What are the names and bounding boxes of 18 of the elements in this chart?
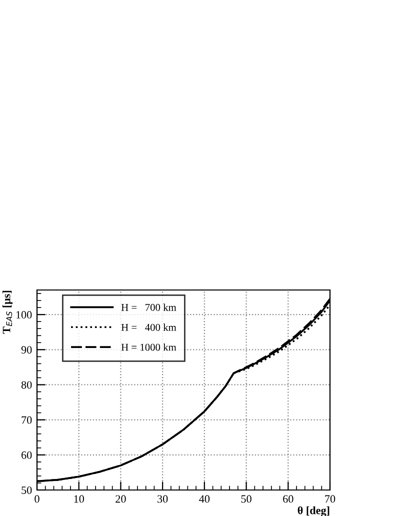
x-tick-label: 40 [199,495,210,503]
y-axis-title: T$_{EAS}$ [μs] [2,290,13,334]
x-tick-label: 30 [158,495,168,503]
y-tick-label: 80 [21,381,32,389]
legend-label: H = 400 km [121,324,176,331]
x-tick-label: 70 [325,495,336,503]
y-tick-label: 60 [22,451,32,459]
x-tick-label: 60 [283,495,294,503]
x-tick-label: 20 [116,495,126,503]
y-tick-label: 100 [16,311,32,319]
legend-label: H = 1000 km [121,343,176,351]
x-tick-label: 0 [34,495,40,503]
y-tick-label: 90 [21,346,32,354]
y-tick-label: 50 [22,486,32,494]
x-tick-label: 10 [74,495,84,503]
legend-label: H = 700 km [121,304,176,311]
y-tick-label: 70 [22,416,32,424]
x-tick-label: 50 [241,495,252,503]
